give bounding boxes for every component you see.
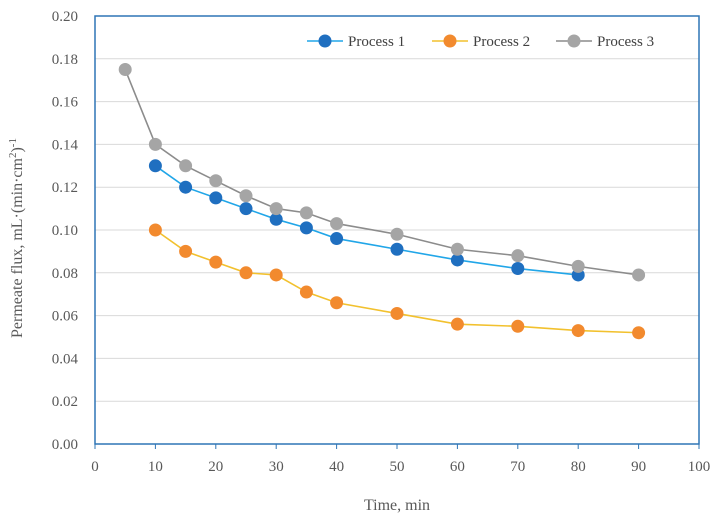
data-point-series-3 bbox=[450, 242, 464, 256]
data-point-series-3 bbox=[330, 217, 344, 231]
data-point-series-3 bbox=[269, 202, 283, 216]
x-tick-label: 100 bbox=[688, 459, 711, 475]
x-tick-label: 0 bbox=[91, 459, 99, 475]
data-point-series-3 bbox=[239, 189, 253, 203]
legend-label-3: Process 3 bbox=[597, 34, 654, 50]
data-point-series-3 bbox=[209, 174, 223, 188]
data-point-series-3 bbox=[511, 249, 525, 263]
data-point-series-2 bbox=[299, 285, 313, 299]
y-tick-label: 0.16 bbox=[52, 95, 79, 111]
legend-marker-3 bbox=[567, 34, 581, 48]
data-point-series-2 bbox=[450, 317, 464, 331]
y-tick-label: 0.04 bbox=[52, 351, 79, 367]
data-point-series-1 bbox=[299, 221, 313, 235]
x-tick-label: 30 bbox=[269, 459, 284, 475]
data-point-series-1 bbox=[330, 232, 344, 246]
y-tick-label: 0.02 bbox=[52, 394, 78, 410]
x-tick-label: 40 bbox=[329, 459, 344, 475]
y-tick-label: 0.20 bbox=[52, 9, 78, 25]
x-tick-label: 80 bbox=[571, 459, 586, 475]
legend-label-2: Process 2 bbox=[473, 34, 530, 50]
x-tick-label: 70 bbox=[510, 459, 525, 475]
data-point-series-1 bbox=[269, 212, 283, 226]
data-point-series-3 bbox=[390, 227, 404, 241]
data-point-series-1 bbox=[239, 202, 253, 216]
data-point-series-2 bbox=[330, 296, 344, 310]
data-point-series-1 bbox=[450, 253, 464, 267]
data-point-series-3 bbox=[571, 259, 585, 273]
data-point-series-1 bbox=[390, 242, 404, 256]
y-tick-label: 0.18 bbox=[52, 52, 78, 68]
data-point-series-1 bbox=[511, 262, 525, 276]
x-tick-label: 10 bbox=[148, 459, 163, 475]
data-point-series-2 bbox=[269, 268, 283, 282]
legend-marker-1 bbox=[318, 34, 332, 48]
legend: Process 1 Process 2 Process 3 bbox=[307, 34, 654, 50]
data-point-series-3 bbox=[179, 159, 193, 173]
data-point-series-2 bbox=[209, 255, 223, 269]
data-point-series-2 bbox=[239, 266, 253, 280]
x-tick-label: 60 bbox=[450, 459, 465, 475]
y-tick-label: 0.00 bbox=[52, 437, 78, 453]
y-tick-label: 0.12 bbox=[52, 180, 78, 196]
data-point-series-3 bbox=[299, 206, 313, 220]
y-axis-title: Permeate flux, mL·(min·cm2)-1 bbox=[7, 138, 26, 338]
data-point-series-2 bbox=[632, 326, 646, 340]
data-point-series-2 bbox=[571, 324, 585, 338]
data-point-series-1 bbox=[179, 180, 193, 194]
series-markers bbox=[118, 63, 646, 340]
x-axis-title: Time, min bbox=[364, 497, 430, 514]
data-point-series-1 bbox=[148, 159, 162, 173]
series-lines bbox=[124, 69, 639, 334]
x-tick-label: 20 bbox=[208, 459, 223, 475]
y-tick-label: 0.08 bbox=[52, 266, 78, 282]
data-point-series-2 bbox=[511, 319, 525, 333]
data-point-series-1 bbox=[209, 191, 223, 205]
data-point-series-2 bbox=[179, 244, 193, 258]
y-tick-label: 0.10 bbox=[52, 223, 78, 239]
x-tick-label: 50 bbox=[390, 459, 405, 475]
series-line-3 bbox=[124, 69, 639, 276]
data-point-series-2 bbox=[148, 223, 162, 237]
y-tick-label: 0.14 bbox=[52, 137, 79, 153]
data-point-series-3 bbox=[118, 63, 132, 76]
legend-label-1: Process 1 bbox=[348, 34, 405, 50]
tick-labels: 0.00 0.02 0.04 0.06 0.08 0.10 0.12 0.14 0.16 0.18… bbox=[52, 9, 711, 475]
y-tick-label: 0.06 bbox=[52, 309, 79, 325]
x-tick-label: 90 bbox=[631, 459, 646, 475]
data-point-series-2 bbox=[390, 306, 404, 320]
data-point-series-3 bbox=[632, 268, 646, 282]
data-point-series-3 bbox=[148, 137, 162, 151]
legend-marker-2 bbox=[443, 34, 457, 48]
